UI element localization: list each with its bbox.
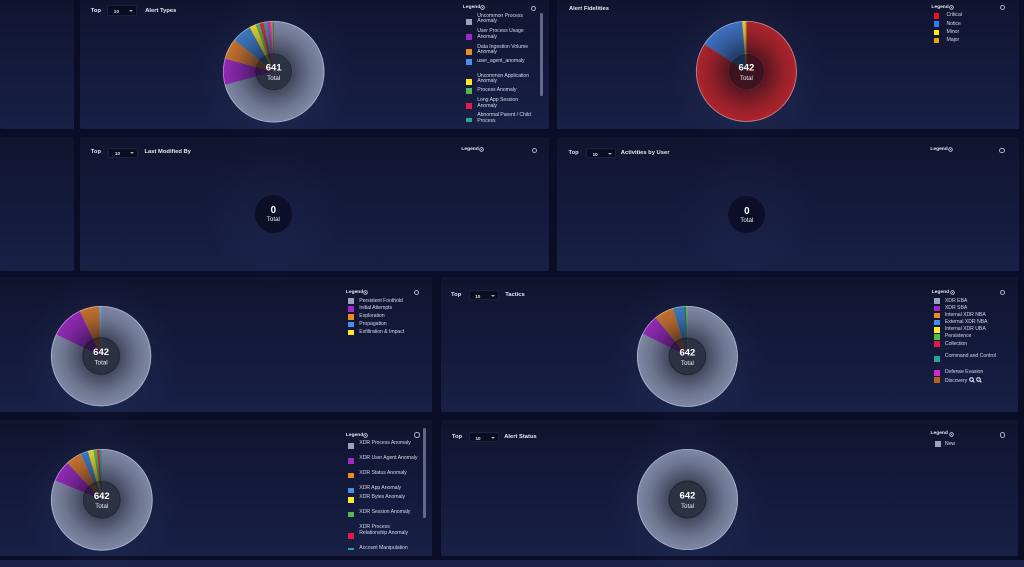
svg-text:642: 642 [679, 491, 695, 502]
svg-text:641: 641 [266, 62, 283, 73]
svg-text:642: 642 [738, 62, 754, 73]
svg-text:Total: Total [267, 75, 280, 82]
svg-text:Total: Total [681, 503, 694, 510]
svg-text:642: 642 [94, 491, 110, 502]
svg-text:642: 642 [93, 347, 109, 358]
svg-text:Total: Total [739, 75, 752, 82]
svg-text:Total: Total [96, 503, 109, 510]
svg-text:642: 642 [680, 347, 696, 358]
svg-text:Total: Total [681, 359, 694, 366]
svg-text:Total: Total [95, 360, 108, 367]
